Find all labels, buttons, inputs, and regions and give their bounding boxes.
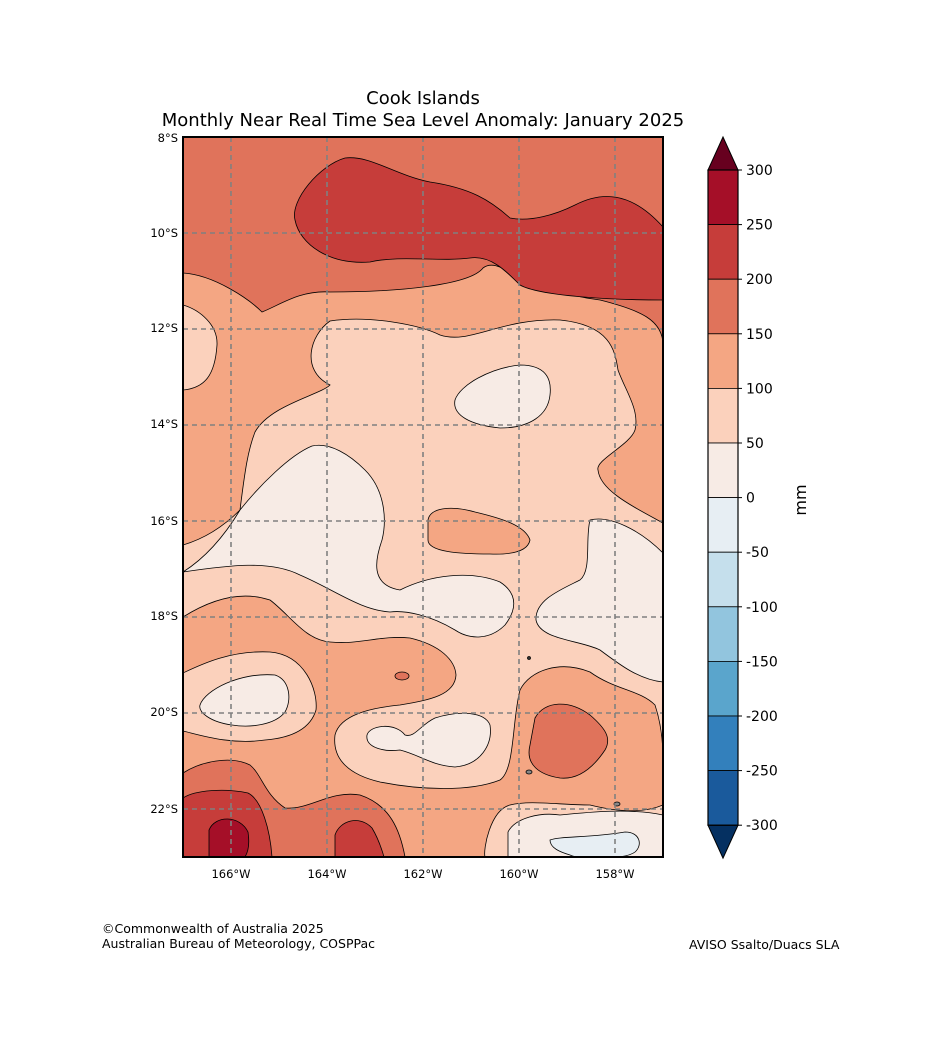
data-source-credit: AVISO Ssalto/Duacs SLA (689, 937, 840, 952)
island-marker (525, 769, 533, 775)
colorbar-segment (707, 606, 739, 662)
anomaly-band-0-50 (535, 518, 663, 683)
lat-tick-label: 8°S (158, 131, 178, 145)
colorbar-segment (707, 442, 739, 498)
lat-tick-label: 20°S (150, 705, 178, 719)
colorbar-tick-label: -250 (746, 764, 778, 780)
colorbar-tick-label: 250 (746, 218, 773, 234)
lat-tick-label: 12°S (150, 321, 178, 335)
lon-tick-label: 164°W (307, 867, 346, 881)
colorbar-segment (707, 497, 739, 553)
colorbar-tick-label: 150 (746, 327, 773, 343)
copyright-credit: ©Commonwealth of Australia 2025 Australi… (102, 921, 375, 951)
organisation-line: Australian Bureau of Meteorology, COSPPa… (102, 936, 375, 951)
island-marker (394, 671, 410, 681)
anomaly-band-0-50 (183, 444, 515, 638)
lat-tick-label: 16°S (150, 514, 178, 528)
colorbar-segment (707, 387, 739, 444)
map-subtitle: Monthly Near Real Time Sea Level Anomaly… (161, 110, 685, 131)
colorbar-segment (707, 224, 739, 280)
anomaly-band-200-250 (294, 157, 663, 301)
map-gridlines (183, 137, 663, 857)
lon-tick-labels: 166°W 164°W 162°W 160°W 158°W (211, 867, 634, 881)
colorbar-tick-label: -300 (746, 818, 778, 834)
anomaly-band-minus-50-0 (549, 831, 640, 857)
colorbar-unit-label: mm (791, 484, 810, 515)
lat-tick-labels: 8°S 10°S 12°S 14°S 16°S 18°S 20°S 22°S (150, 131, 178, 816)
colorbar-tick-label: 50 (746, 436, 764, 452)
map-title: Cook Islands (366, 88, 480, 109)
lon-tick-label: 166°W (211, 867, 250, 881)
lat-tick-label: 22°S (150, 802, 178, 816)
island-marker (527, 656, 531, 660)
colorbar-tick-label: 200 (746, 272, 773, 288)
colorbar-tick-label: -100 (746, 600, 778, 616)
lon-tick-label: 158°W (595, 867, 634, 881)
lat-tick-label: 10°S (150, 226, 178, 240)
anomaly-band-150-200 (528, 703, 609, 779)
colorbar-extend-min (707, 824, 739, 860)
anomaly-band-0-50 (366, 712, 491, 768)
colorbar-segment (707, 278, 739, 335)
colorbar-segment (707, 661, 739, 717)
anomaly-band-250-300 (208, 818, 250, 857)
lon-tick-label: 160°W (499, 867, 538, 881)
colorbar-segment (707, 715, 739, 771)
colorbar-extend-max (707, 135, 739, 171)
colorbar-segment (707, 551, 739, 608)
anomaly-band-200-250 (334, 820, 385, 857)
copyright-line: ©Commonwealth of Australia 2025 (102, 921, 324, 936)
colorbar-tick-label: -50 (746, 545, 769, 561)
anomaly-band-100-150 (427, 507, 531, 555)
colorbar-tick-label: 300 (746, 163, 773, 179)
colorbar: 300 250 200 150 100 50 0 -50 -100 -150 -200 -250 -30… (707, 135, 778, 860)
lat-tick-label: 18°S (150, 609, 178, 623)
colorbar-tick-label: -200 (746, 709, 778, 725)
anomaly-band-50-100 (183, 304, 218, 391)
lat-tick-label: 14°S (150, 417, 178, 431)
colorbar-segment (707, 770, 739, 826)
colorbar-segment (707, 169, 739, 225)
lon-tick-label: 162°W (403, 867, 442, 881)
colorbar-segment (707, 333, 739, 389)
colorbar-tick-label: -150 (746, 654, 778, 670)
anomaly-band-0-50 (454, 364, 551, 429)
map-frame (182, 136, 664, 858)
colorbar-tick-label: 0 (746, 491, 755, 507)
colorbar-tick-label: 100 (746, 381, 773, 397)
